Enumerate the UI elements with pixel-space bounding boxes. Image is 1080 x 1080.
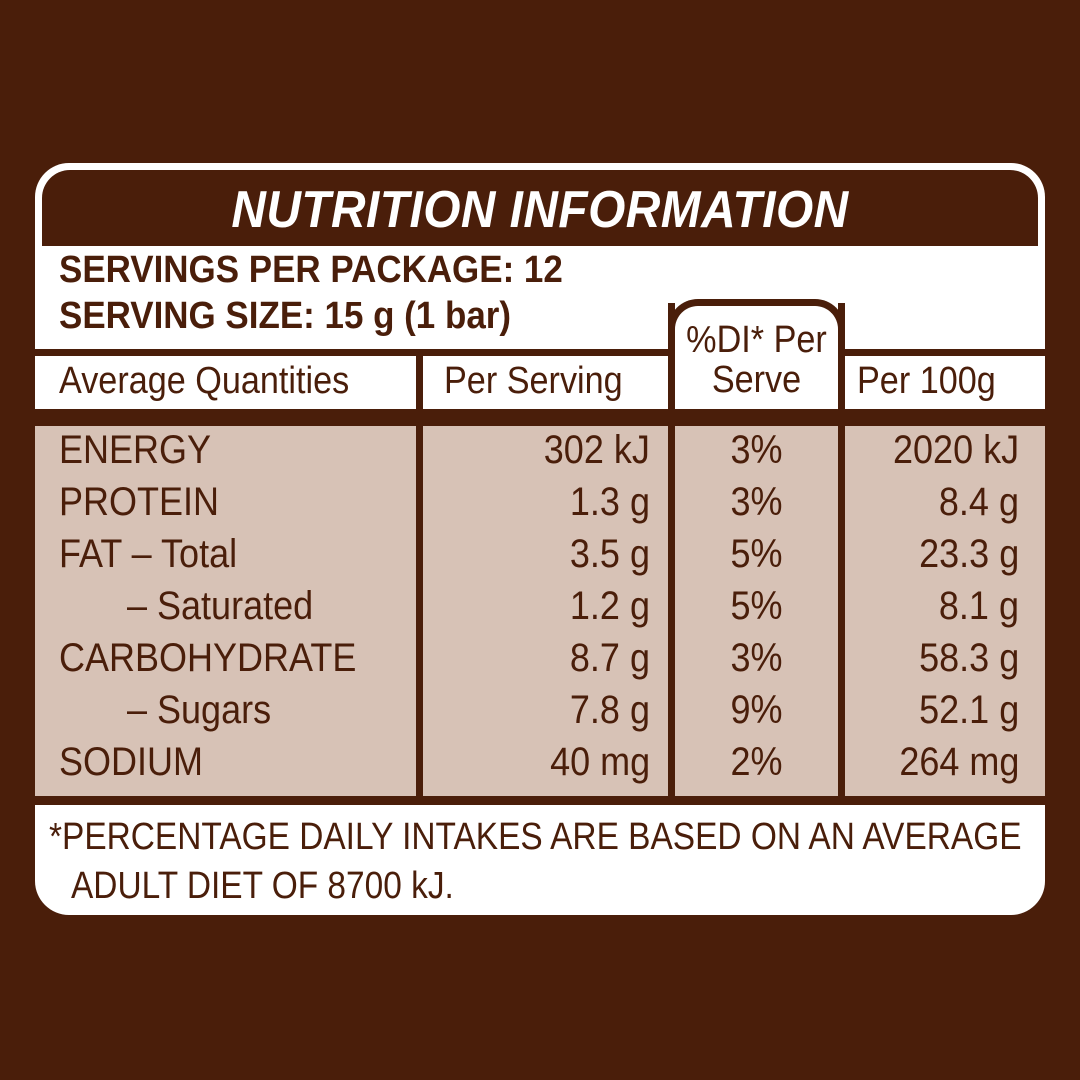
- daily-intake-value: 5%: [730, 532, 783, 576]
- title-band: NUTRITION INFORMATION: [42, 170, 1038, 246]
- table-body-background: [35, 426, 1045, 796]
- table-row: ENERGY 302 kJ 3% 2020 kJ: [35, 428, 1045, 480]
- column-divider: [838, 303, 845, 805]
- nutrient-name: ENERGY: [59, 428, 212, 472]
- header-average-quantities: Average Quantities: [59, 360, 350, 402]
- header-divider: [35, 409, 1045, 426]
- table-bottom-rule: [35, 796, 1045, 805]
- nutrient-name: – Saturated: [127, 584, 314, 628]
- footnote-line-2: ADULT DIET OF 8700 kJ.: [71, 865, 454, 907]
- per-serving-value: 302 kJ: [543, 428, 650, 472]
- table-row: PROTEIN 1.3 g 3% 8.4 g: [35, 480, 1045, 532]
- column-divider: [416, 349, 423, 805]
- per-serving-value: 8.7 g: [569, 636, 650, 680]
- per-100g-value: 52.1 g: [918, 688, 1019, 732]
- table-row: FAT – Total 3.5 g 5% 23.3 g: [35, 532, 1045, 584]
- daily-intake-value: 5%: [730, 584, 783, 628]
- footnote-line-1: *PERCENTAGE DAILY INTAKES ARE BASED ON A…: [49, 816, 1022, 858]
- nutrient-name: – Sugars: [127, 688, 272, 732]
- per-100g-value: 8.1 g: [938, 584, 1019, 628]
- daily-intake-value: 3%: [730, 636, 783, 680]
- nutrient-name: SODIUM: [59, 740, 203, 784]
- per-100g-value: 2020 kJ: [892, 428, 1019, 472]
- per-serving-value: 7.8 g: [569, 688, 650, 732]
- header-per-100g: Per 100g: [857, 360, 996, 402]
- daily-intake-value: 9%: [730, 688, 783, 732]
- column-divider: [668, 303, 675, 805]
- servings-per-package: SERVINGS PER PACKAGE: 12: [59, 249, 563, 291]
- per-100g-value: 58.3 g: [918, 636, 1019, 680]
- per-100g-value: 8.4 g: [938, 480, 1019, 524]
- per-serving-value: 40 mg: [549, 740, 650, 784]
- header-per-serving: Per Serving: [444, 360, 623, 402]
- daily-intake-value: 3%: [730, 480, 783, 524]
- nutrition-panel: NUTRITION INFORMATION SERVINGS PER PACKA…: [35, 163, 1045, 915]
- nutrient-name: PROTEIN: [59, 480, 220, 524]
- header-daily-intake: %DI* Per Serve: [683, 320, 830, 400]
- per-100g-value: 264 mg: [898, 740, 1019, 784]
- nutrient-name: CARBOHYDRATE: [59, 636, 357, 680]
- header-daily-intake-line1: %DI* Per: [686, 319, 827, 361]
- table-row: – Sugars 7.8 g 9% 52.1 g: [35, 688, 1045, 740]
- per-100g-value: 23.3 g: [918, 532, 1019, 576]
- per-serving-value: 1.2 g: [569, 584, 650, 628]
- table-top-rule: [35, 349, 1045, 356]
- header-daily-intake-line2: Serve: [711, 359, 802, 401]
- daily-intake-value: 2%: [730, 740, 783, 784]
- table-row: SODIUM 40 mg 2% 264 mg: [35, 740, 1045, 792]
- serving-size: SERVING SIZE: 15 g (1 bar): [59, 295, 512, 337]
- per-serving-value: 3.5 g: [569, 532, 650, 576]
- panel-title: NUTRITION INFORMATION: [231, 181, 849, 239]
- table-row: – Saturated 1.2 g 5% 8.1 g: [35, 584, 1045, 636]
- per-serving-value: 1.3 g: [569, 480, 650, 524]
- nutrient-name: FAT – Total: [59, 532, 238, 576]
- daily-intake-value: 3%: [730, 428, 783, 472]
- table-row: CARBOHYDRATE 8.7 g 3% 58.3 g: [35, 636, 1045, 688]
